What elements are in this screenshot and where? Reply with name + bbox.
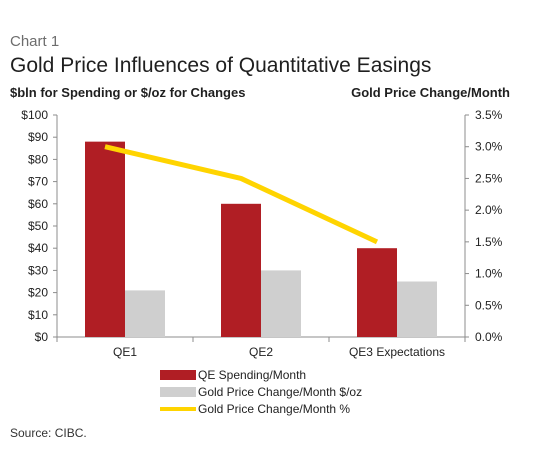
left-tick-label: $10 bbox=[28, 308, 48, 322]
left-tick-label: $0 bbox=[35, 330, 49, 344]
chart-label: Chart 1 bbox=[10, 33, 60, 50]
x-tick-label: QE3 Expectations bbox=[349, 345, 445, 359]
bar-dollar-change bbox=[397, 281, 437, 337]
right-tick-label: 2.0% bbox=[475, 203, 503, 217]
bar-dollar-change bbox=[125, 290, 165, 337]
left-tick-label: $90 bbox=[28, 130, 48, 144]
left-tick-label: $20 bbox=[28, 286, 48, 300]
left-axis-label: $bln for Spending or $/oz for Changes bbox=[10, 85, 246, 100]
right-tick-label: 1.0% bbox=[475, 267, 503, 281]
legend-swatch-pct-change bbox=[160, 406, 196, 411]
right-tick-label: 3.5% bbox=[475, 108, 503, 122]
left-tick-label: $60 bbox=[28, 197, 48, 211]
left-tick-label: $100 bbox=[21, 108, 48, 122]
legend-item-spending: QE Spending/Month bbox=[160, 366, 362, 383]
x-tick-label: QE2 bbox=[249, 345, 273, 359]
left-tick-label: $50 bbox=[28, 219, 48, 233]
right-tick-label: 0.0% bbox=[475, 330, 503, 344]
right-axis-label: Gold Price Change/Month bbox=[351, 85, 510, 100]
chart-legend: QE Spending/Month Gold Price Change/Mont… bbox=[160, 366, 362, 417]
right-tick-label: 1.5% bbox=[475, 235, 503, 249]
legend-item-dollar-change: Gold Price Change/Month $/oz bbox=[160, 383, 362, 400]
source-note: Source: CIBC. bbox=[10, 426, 87, 440]
bar-spending bbox=[85, 141, 125, 337]
x-tick-label: QE1 bbox=[113, 345, 137, 359]
legend-swatch-dollar-change bbox=[160, 386, 196, 397]
legend-item-pct-change: Gold Price Change/Month % bbox=[160, 400, 362, 417]
left-tick-label: $40 bbox=[28, 241, 48, 255]
right-tick-label: 2.5% bbox=[475, 171, 503, 185]
chart-title: Gold Price Influences of Quantitative Ea… bbox=[10, 54, 432, 77]
legend-label-pct-change: Gold Price Change/Month % bbox=[198, 401, 351, 416]
legend-label-dollar-change: Gold Price Change/Month $/oz bbox=[198, 384, 363, 399]
bar-spending bbox=[221, 203, 261, 337]
right-tick-label: 3.0% bbox=[475, 140, 503, 154]
left-tick-label: $70 bbox=[28, 175, 48, 189]
legend-swatch-spending bbox=[160, 369, 196, 380]
right-tick-label: 0.5% bbox=[475, 298, 503, 312]
bar-spending bbox=[357, 248, 397, 337]
bar-dollar-change bbox=[261, 270, 301, 337]
legend-label-spending: QE Spending/Month bbox=[198, 367, 307, 382]
left-tick-label: $80 bbox=[28, 152, 48, 166]
left-tick-label: $30 bbox=[28, 263, 48, 277]
